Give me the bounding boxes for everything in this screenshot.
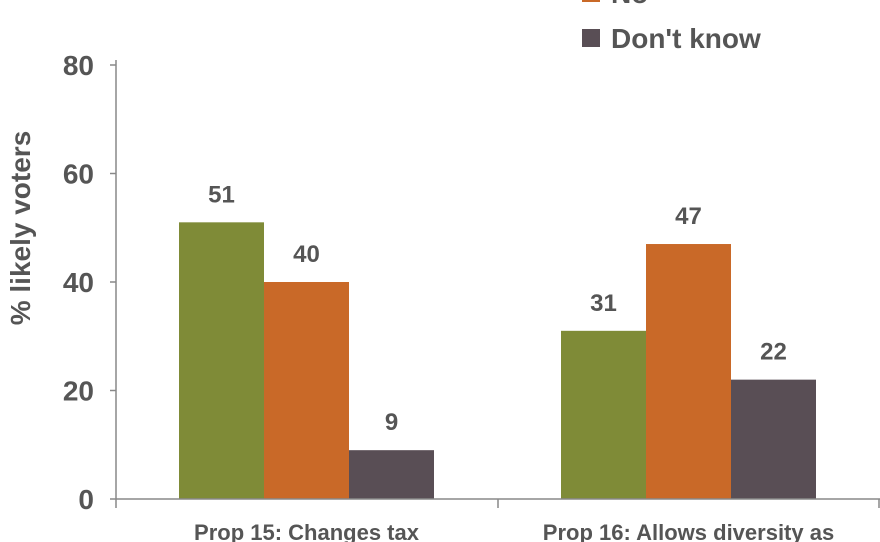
data-label-yes-2: 31 <box>590 290 617 317</box>
bar-yes-2 <box>561 330 646 499</box>
category-label-1: Prop 15: Changes tax <box>194 520 420 542</box>
legend-item-no: No <box>582 0 648 9</box>
data-label-yes-1: 51 <box>208 181 235 208</box>
legend-swatch-don-t-know <box>582 29 600 47</box>
y-tick-label-20: 20 <box>63 376 94 407</box>
y-axis-title: % likely voters <box>5 131 36 326</box>
y-tick-label-40: 40 <box>63 267 94 298</box>
y-tick-label-0: 0 <box>78 484 94 515</box>
legend: No Don't know <box>582 0 761 54</box>
bar-no-2 <box>646 244 731 499</box>
bar-yes-1 <box>179 222 264 499</box>
legend-item-don-t-know: Don't know <box>582 23 761 54</box>
y-tick-label-80: 80 <box>63 50 94 81</box>
x-axis <box>115 60 880 508</box>
category-label-2: Prop 16: Allows diversity as <box>543 520 834 542</box>
y-tick-label-60: 60 <box>63 159 94 190</box>
y-axis-ticks: 0 20 40 60 80 <box>63 50 116 515</box>
bars <box>179 222 816 499</box>
bar-don-t-know-1 <box>349 450 434 499</box>
data-label-no-2: 47 <box>675 203 702 230</box>
data-label-don-t-know-1: 9 <box>385 409 398 436</box>
data-label-don-t-know-2: 22 <box>760 339 787 366</box>
bar-no-1 <box>264 282 349 499</box>
data-label-no-1: 40 <box>293 241 320 268</box>
legend-label-no: No <box>611 0 648 9</box>
legend-label-don-t-know: Don't know <box>611 23 761 54</box>
data-labels: 51 40 9 31 47 22 <box>208 181 787 436</box>
bar-don-t-know-2 <box>731 379 816 499</box>
category-labels: Prop 15: Changes tax Prop 16: Allows dive… <box>194 520 834 542</box>
legend-swatch-no <box>582 0 600 2</box>
